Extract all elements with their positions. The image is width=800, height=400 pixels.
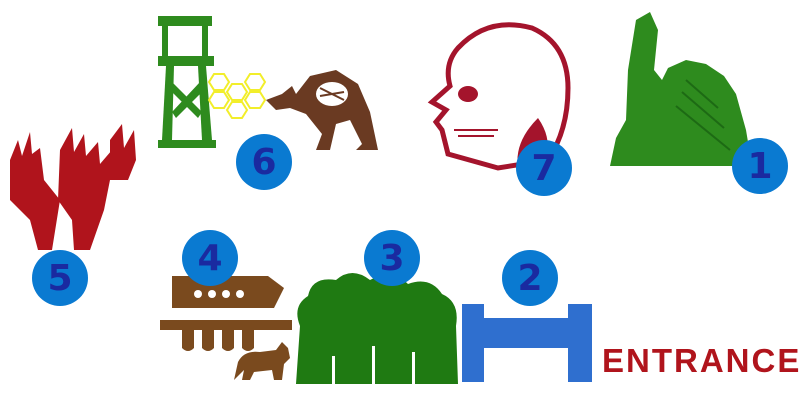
stop-badge-2[interactable]: 2 xyxy=(502,250,558,306)
stop-badge-7[interactable]: 7 xyxy=(516,140,572,196)
kangaroo-skeleton-icon xyxy=(266,70,378,150)
stop-badge-6[interactable]: 6 xyxy=(236,134,292,190)
honeycomb-icon xyxy=(207,73,267,119)
dock-icon xyxy=(462,304,592,382)
watchtower-icon xyxy=(158,16,216,148)
stop-badge-3[interactable]: 3 xyxy=(364,230,420,286)
bear-icon xyxy=(234,342,290,380)
entrance-label: ENTRANCE xyxy=(602,342,800,379)
stop-badge-4[interactable]: 4 xyxy=(182,230,238,286)
ark-icon xyxy=(160,276,292,351)
stop-badge-5[interactable]: 5 xyxy=(32,250,88,306)
rock-figure-icon xyxy=(610,12,752,166)
stop-badge-1[interactable]: 1 xyxy=(732,138,788,194)
forest-icon xyxy=(296,273,458,384)
elk-heads-icon xyxy=(10,124,136,250)
